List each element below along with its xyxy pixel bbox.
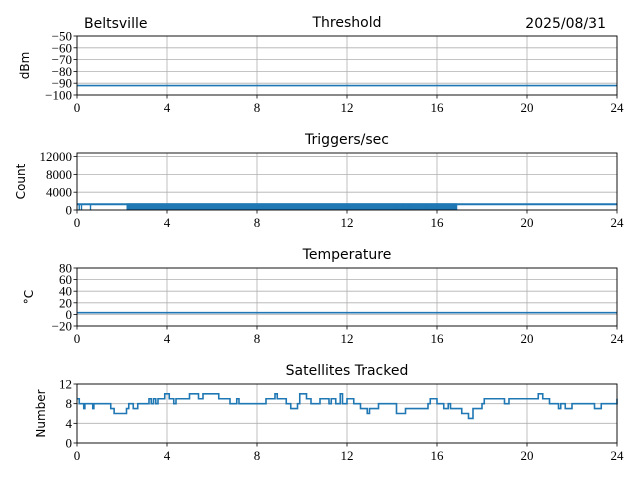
triggers-axes-frame [76, 152, 618, 211]
x-tick-label: 24 [611, 331, 625, 346]
y-tick-label: −20 [52, 319, 72, 334]
satellites-series-line [77, 393, 618, 420]
x-tick-label: 24 [611, 448, 625, 463]
y-tick-label: 40 [59, 284, 72, 299]
satellites-title: Satellites Tracked [286, 363, 409, 379]
y-tick-label: 4 [66, 416, 73, 431]
x-tick-label: 20 [521, 100, 534, 115]
x-tick-label: 0 [74, 448, 81, 463]
y-tick-label: −100 [45, 88, 72, 103]
x-tick-label: 8 [254, 448, 261, 463]
threshold-axes-frame [76, 35, 618, 96]
date-label: 2025/08/31 [525, 16, 606, 32]
temperature-title: Temperature [302, 247, 392, 263]
x-tick-label: 20 [521, 215, 534, 230]
x-tick-label: 0 [74, 100, 81, 115]
y-tick-label: −60 [52, 40, 72, 55]
temperature-ylabel: °C [22, 290, 36, 304]
x-tick-label: 20 [521, 448, 534, 463]
y-tick-label: 20 [59, 295, 72, 310]
temperature-axes-frame [76, 267, 618, 327]
y-tick-label: 0 [66, 203, 73, 218]
threshold-panel: Threshold 0 4 8 12 16 20 24 −50−60−70−80−90−100 d… [18, 15, 624, 115]
threshold-ylabel: dBm [18, 52, 32, 80]
y-tick-label: 0 [66, 307, 73, 322]
triggers-ylabel: Count [14, 163, 28, 199]
x-tick-label: 4 [164, 100, 171, 115]
y-tick-label: 8 [66, 396, 73, 411]
y-tick-label: 0 [66, 436, 73, 451]
x-tick-label: 8 [254, 100, 261, 115]
x-tick-label: 4 [164, 215, 171, 230]
y-tick-label: −90 [52, 76, 72, 91]
x-tick-label: 16 [431, 100, 445, 115]
x-tick-label: 16 [431, 331, 445, 346]
triggers-dense-band [126, 203, 458, 210]
x-tick-label: 12 [341, 215, 354, 230]
y-tick-label: 12000 [40, 149, 73, 164]
x-tick-label: 12 [341, 331, 354, 346]
y-tick-label: 12 [59, 377, 72, 392]
satellites-ylabel: Number [34, 389, 48, 437]
x-tick-label: 0 [74, 331, 81, 346]
y-tick-label: 60 [59, 272, 72, 287]
satellites-axes-frame [76, 383, 618, 444]
satellites-panel: Satellites Tracked 0 4 8 12 16 20 24 12 8 4 0 Number [34, 363, 624, 463]
x-tick-label: 16 [431, 215, 445, 230]
y-tick-label: −50 [52, 29, 72, 44]
threshold-title: Threshold [312, 15, 382, 31]
y-tick-label: −70 [52, 52, 72, 67]
x-tick-label: 24 [611, 215, 625, 230]
x-tick-label: 16 [431, 448, 445, 463]
triggers-title: Triggers/sec [304, 132, 389, 148]
x-tick-label: 20 [521, 331, 534, 346]
station-label: Beltsville [84, 16, 147, 32]
y-tick-label: 4000 [46, 185, 72, 200]
x-tick-label: 4 [164, 448, 171, 463]
y-tick-label: 80 [59, 261, 72, 276]
y-tick-label: 8000 [46, 167, 72, 182]
x-tick-label: 4 [164, 331, 171, 346]
y-tick-label: −80 [52, 64, 72, 79]
x-tick-label: 8 [254, 331, 261, 346]
x-tick-label: 12 [341, 448, 354, 463]
x-tick-label: 24 [611, 100, 625, 115]
x-tick-label: 8 [254, 215, 261, 230]
x-tick-label: 12 [341, 100, 354, 115]
x-tick-label: 0 [74, 215, 81, 230]
